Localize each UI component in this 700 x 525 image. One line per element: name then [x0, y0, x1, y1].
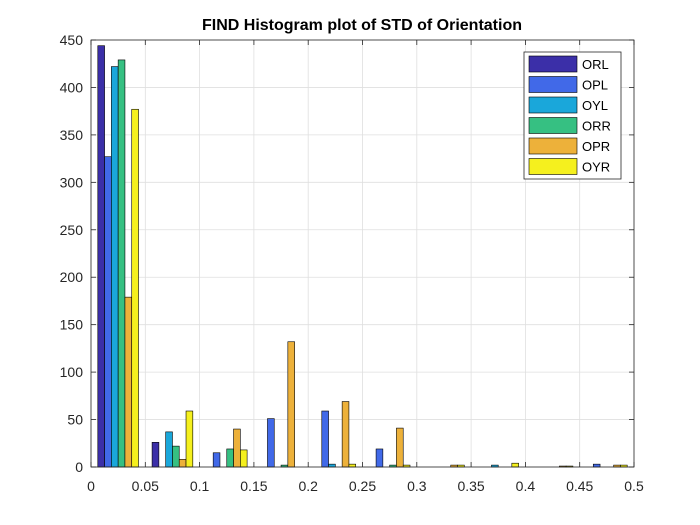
bar-oyr-bin-2 — [240, 449, 248, 468]
bar-opl-bin-0 — [104, 156, 112, 468]
legend-swatch-orr — [528, 117, 578, 134]
y-tick-label: 50 — [67, 412, 83, 428]
legend-swatch-oyr — [528, 158, 578, 175]
tick-marks — [90, 39, 635, 468]
legend-label-orl: ORL — [582, 57, 609, 72]
bar-orr-bin-0 — [117, 59, 126, 468]
legend-label-orr: ORR — [582, 119, 611, 134]
bar-oyr-bin-1 — [185, 410, 194, 468]
legend-label-opr: OPR — [582, 139, 610, 154]
legend-swatch-oyl — [528, 96, 578, 114]
legend-label-oyr: OYR — [582, 160, 610, 175]
legend-swatch-opr — [528, 137, 578, 155]
x-tick-labels: 0 0.05 0.1 0.15 0.2 0.25 0.3 0.35 0.4 0.45 0.5 — [87, 478, 644, 494]
bar-oyl-bin-4 — [328, 463, 336, 468]
bar-opl-bin-4 — [321, 410, 329, 468]
x-tick-label: 0.4 — [516, 478, 536, 494]
y-tick-label: 150 — [60, 317, 84, 333]
bar-oyr-bin-4 — [348, 463, 357, 468]
bar-opr-bin-2 — [233, 428, 241, 468]
bar-opr-bin-4 — [341, 401, 350, 468]
y-tick-label: 250 — [60, 222, 84, 238]
bar-orl-bin-0 — [97, 45, 105, 468]
x-tick-label: 0.45 — [566, 478, 593, 494]
legend-box — [523, 51, 622, 180]
bar-opl-bin-5 — [375, 448, 384, 468]
legend: ORL OPL OYL ORR OPR OYR — [523, 51, 622, 180]
x-tick-label: 0.5 — [624, 478, 644, 494]
y-tick-label: 400 — [60, 79, 84, 95]
bar-oyl-bin-1 — [165, 431, 173, 468]
y-tick-label: 300 — [60, 174, 84, 190]
x-tick-label: 0.1 — [190, 478, 210, 494]
x-tick-label: 0.15 — [240, 478, 267, 494]
bar-opl-bin-9 — [592, 463, 601, 468]
bar-orr-bin-1 — [172, 445, 180, 468]
x-tick-label: 0.3 — [407, 478, 427, 494]
bar-opl-bin-2 — [212, 452, 221, 468]
bars — [97, 45, 628, 468]
bar-opr-bin-0 — [124, 296, 133, 468]
bar-orr-bin-2 — [226, 448, 234, 468]
x-tick-label: 0.25 — [349, 478, 376, 494]
bar-orl-bin-1 — [151, 442, 160, 468]
bar-opr-bin-5 — [396, 427, 404, 468]
y-tick-label: 450 — [60, 32, 84, 48]
bar-oyr-bin-7 — [511, 462, 519, 468]
legend-label-oyl: OYL — [582, 98, 608, 113]
chart-title: FIND Histogram plot of STD of Orientatio… — [202, 17, 522, 34]
legend-label-opl: OPL — [582, 78, 608, 93]
x-tick-label: 0.2 — [298, 478, 318, 494]
legend-swatch-opl — [528, 76, 578, 93]
y-tick-labels: 0 50 100 150 200 250 300 350 400 450 — [60, 32, 84, 475]
y-tick-label: 100 — [60, 364, 84, 380]
x-tick-label: 0.35 — [457, 478, 484, 494]
bar-opr-bin-3 — [287, 341, 295, 468]
bar-oyl-bin-0 — [111, 66, 119, 468]
y-tick-label: 0 — [75, 459, 83, 475]
bar-opr-bin-1 — [178, 459, 187, 468]
legend-swatch-orl — [528, 55, 578, 73]
y-tick-label: 350 — [60, 127, 84, 143]
y-tick-label: 200 — [60, 269, 84, 285]
bar-opl-bin-3 — [267, 418, 275, 468]
x-tick-label: 0.05 — [132, 478, 159, 494]
x-tick-label: 0 — [87, 478, 95, 494]
bar-oyr-bin-0 — [131, 108, 139, 468]
